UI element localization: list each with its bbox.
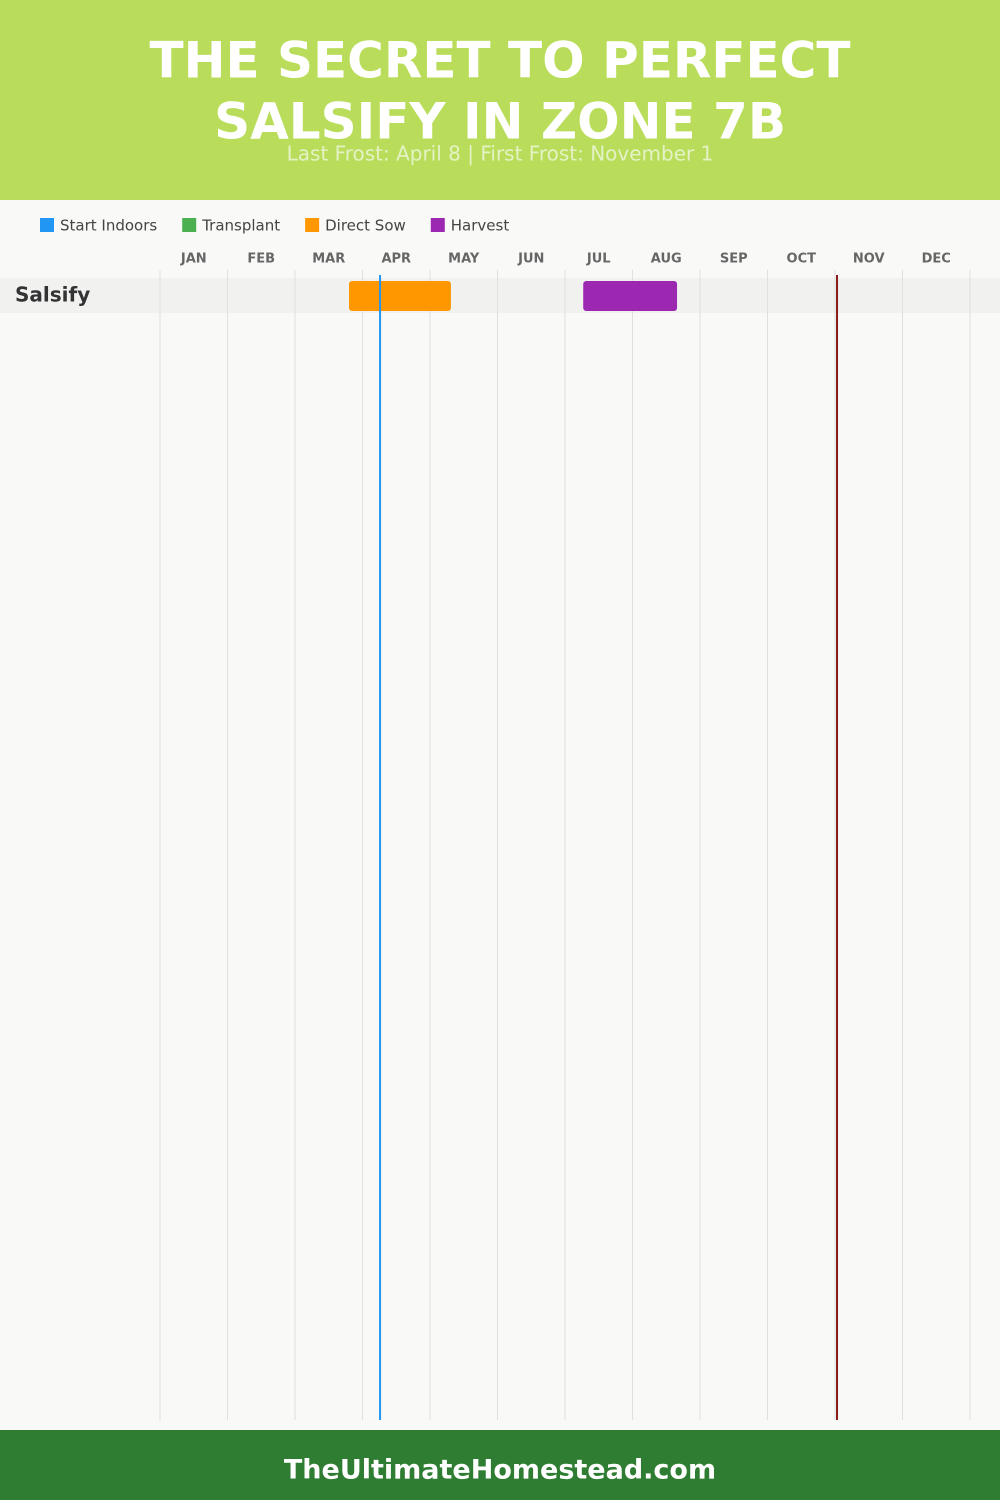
legend-label: Harvest (451, 217, 510, 235)
row-band (0, 278, 1000, 313)
month-label: OCT (787, 252, 817, 267)
month-label: MAR (312, 252, 345, 267)
month-label: JUN (517, 252, 544, 267)
month-label: FEB (247, 252, 275, 267)
legend-label: Direct Sow (325, 217, 406, 235)
month-label: JAN (180, 252, 207, 267)
legend-swatch (182, 218, 197, 232)
header (0, 0, 1000, 200)
month-label: NOV (853, 252, 885, 267)
row-label: Salsify (15, 283, 90, 307)
legend-swatch (430, 218, 445, 232)
month-label: JUL (586, 252, 611, 267)
month-label: DEC (922, 252, 951, 267)
month-label: MAY (448, 252, 480, 267)
month-label: SEP (720, 252, 748, 267)
subtitle: Last Frost: April 8 | First Frost: Novem… (287, 142, 714, 166)
legend-swatch (40, 218, 54, 232)
month-label: AUG (651, 252, 682, 267)
month-label: APR (381, 252, 411, 267)
footer-text: TheUltimateHomestead.com (284, 1455, 716, 1486)
title-line: SALSIFY IN ZONE 7B (214, 93, 786, 151)
footer (0, 1430, 1000, 1500)
legend-label: Transplant (201, 217, 280, 235)
title-line: THE SECRET TO PERFECT (150, 32, 851, 90)
bar (583, 281, 678, 311)
legend-swatch (305, 218, 320, 232)
bar (349, 281, 451, 311)
legend-label: Start Indoors (60, 217, 157, 235)
